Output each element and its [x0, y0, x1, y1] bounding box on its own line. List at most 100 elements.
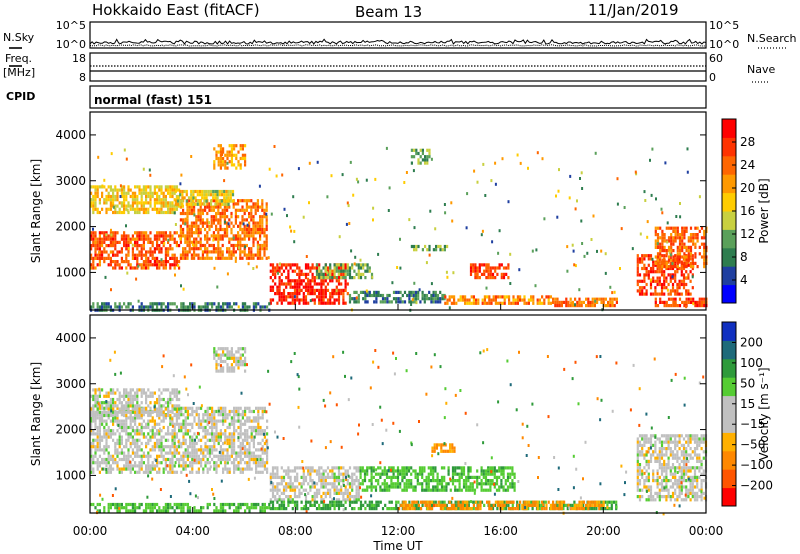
heatmap-cell — [92, 240, 95, 244]
heatmap-cell — [293, 488, 297, 492]
heatmap-cell — [208, 227, 211, 232]
heatmap-cell — [432, 466, 435, 470]
heatmap-cell — [213, 356, 216, 360]
heatmap-cell — [602, 297, 605, 301]
heatmap-cell — [514, 301, 517, 305]
heatmap-cell — [443, 244, 446, 249]
heatmap-cell — [116, 240, 119, 244]
heatmap-cell — [394, 482, 397, 486]
heatmap-cell — [287, 269, 290, 273]
heatmap-cell — [120, 425, 123, 430]
heatmap-cell — [259, 205, 262, 209]
heatmap-cell — [94, 397, 97, 402]
heatmap-cell — [198, 199, 202, 203]
heatmap-cell — [164, 263, 167, 267]
heatmap-cell — [432, 293, 435, 298]
heatmap-cell — [256, 243, 259, 248]
heatmap-cell — [192, 199, 195, 203]
heatmap-cell — [368, 293, 371, 298]
heatmap-cell — [472, 301, 475, 305]
heatmap-cell — [151, 194, 154, 199]
velocity-heatmap — [90, 347, 708, 516]
heatmap-cell — [158, 194, 161, 199]
heatmap-cell — [123, 413, 126, 418]
heatmap-cell — [255, 432, 258, 436]
heatmap-cell — [237, 350, 240, 354]
heatmap-cell — [636, 273, 639, 277]
heatmap-cell — [237, 163, 240, 167]
heatmap-cell — [112, 413, 115, 418]
heatmap-cell — [180, 406, 183, 410]
heatmap-cell — [197, 422, 200, 426]
heatmap-cell — [556, 304, 559, 308]
heatmap-cell — [171, 410, 174, 414]
heatmap-cell — [326, 491, 330, 495]
heatmap-cell — [274, 282, 277, 286]
heatmap-cell — [208, 454, 211, 458]
heatmap-cell — [405, 488, 408, 492]
heatmap-cell — [680, 273, 683, 277]
heatmap-cell — [171, 188, 174, 192]
heatmap-cell — [413, 248, 416, 252]
heatmap-cell — [142, 231, 145, 235]
heatmap-cell — [233, 366, 236, 370]
heatmap-cell — [224, 464, 227, 468]
heatmap-cell — [189, 413, 192, 417]
heatmap-cell — [379, 466, 382, 470]
heatmap-cell — [145, 467, 148, 471]
heatmap-cell — [114, 445, 117, 449]
heatmap-cell — [698, 304, 701, 308]
heatmap-cell — [197, 425, 200, 430]
heatmap-cell — [178, 464, 181, 468]
heatmap-cell — [480, 472, 483, 476]
heatmap-cell — [462, 472, 466, 476]
heatmap-cell — [300, 279, 303, 283]
heatmap-cell — [611, 304, 614, 308]
heatmap-cell — [136, 244, 139, 248]
heatmap-cell — [680, 292, 683, 296]
heatmap-cell — [167, 404, 170, 408]
heatmap-cell — [193, 240, 196, 244]
heatmap-cell — [175, 432, 178, 436]
heatmap-cell — [197, 256, 200, 260]
heatmap-cell — [671, 266, 675, 271]
heatmap-cell — [239, 243, 242, 248]
heatmap-cell — [241, 305, 244, 309]
heatmap-cell — [241, 237, 244, 241]
heatmap-cell — [477, 298, 480, 302]
heatmap-cell — [500, 479, 503, 483]
heatmap-cell — [114, 401, 117, 405]
heatmap-cell — [357, 263, 360, 267]
heatmap-cell — [416, 472, 419, 476]
heatmap-cell — [142, 234, 145, 238]
heatmap-cell — [107, 191, 110, 195]
heatmap-cell — [244, 461, 247, 465]
heatmap-cell — [158, 467, 161, 471]
heatmap-cell — [105, 410, 108, 414]
heatmap-cell — [495, 482, 499, 486]
heatmap-cell — [410, 482, 413, 486]
heatmap-cell — [645, 289, 648, 293]
heatmap-cell — [691, 257, 694, 261]
heatmap-cell — [271, 485, 275, 489]
heatmap-cell — [246, 461, 249, 465]
heatmap-cell — [672, 239, 675, 243]
heatmap-cell — [635, 172, 638, 176]
heatmap-cell — [485, 276, 488, 280]
heatmap-cell — [235, 419, 238, 423]
heatmap-cell — [182, 438, 185, 442]
heatmap-cell — [171, 441, 174, 446]
heatmap-cell — [384, 297, 387, 301]
heatmap-cell — [162, 266, 165, 270]
heatmap-cell — [114, 198, 117, 202]
heatmap-cell — [212, 215, 215, 219]
heatmap-cell — [109, 240, 112, 244]
heatmap-cell — [235, 166, 238, 170]
heatmap-cell — [344, 469, 347, 473]
heatmap-cell — [176, 199, 180, 203]
heatmap-cell — [489, 488, 492, 492]
heatmap-cell — [98, 250, 101, 254]
heatmap-cell — [320, 466, 323, 470]
heatmap-cell — [127, 467, 130, 471]
heatmap-cell — [147, 237, 150, 241]
